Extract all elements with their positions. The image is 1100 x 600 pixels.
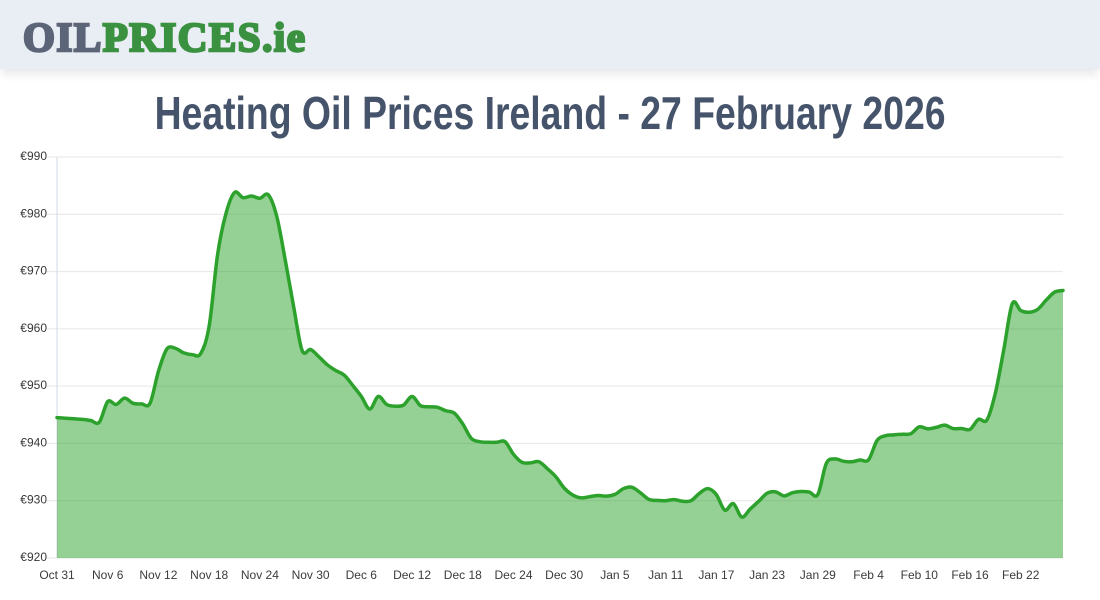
svg-text:Jan 11: Jan 11 (648, 568, 683, 582)
svg-text:Nov 18: Nov 18 (190, 568, 228, 582)
svg-text:Dec 12: Dec 12 (393, 568, 431, 582)
svg-text:Dec 18: Dec 18 (444, 568, 482, 582)
svg-text:Nov 12: Nov 12 (139, 568, 177, 582)
svg-text:Jan 17: Jan 17 (698, 568, 734, 582)
svg-text:Jan 5: Jan 5 (600, 568, 630, 582)
svg-text:Dec 24: Dec 24 (494, 568, 532, 582)
svg-text:Feb 10: Feb 10 (901, 568, 939, 582)
svg-text:€980: €980 (20, 206, 47, 220)
svg-text:Nov 6: Nov 6 (92, 568, 124, 582)
svg-text:Feb 4: Feb 4 (853, 568, 884, 582)
svg-text:€960: €960 (20, 321, 47, 335)
svg-text:Feb 22: Feb 22 (1002, 568, 1040, 582)
svg-text:€950: €950 (20, 378, 47, 392)
svg-text:Dec 6: Dec 6 (346, 568, 378, 582)
svg-text:Jan 29: Jan 29 (800, 568, 836, 582)
svg-text:Jan 23: Jan 23 (749, 568, 785, 582)
svg-text:Nov 24: Nov 24 (241, 568, 279, 582)
svg-text:Feb 16: Feb 16 (951, 568, 989, 582)
svg-text:€930: €930 (20, 493, 47, 507)
svg-text:Oct 31: Oct 31 (39, 568, 75, 582)
svg-text:€920: €920 (20, 550, 47, 564)
svg-text:Nov 30: Nov 30 (292, 568, 330, 582)
svg-text:€940: €940 (20, 435, 47, 449)
svg-text:€990: €990 (20, 149, 47, 163)
svg-text:Dec 30: Dec 30 (545, 568, 583, 582)
svg-text:€970: €970 (20, 264, 47, 278)
